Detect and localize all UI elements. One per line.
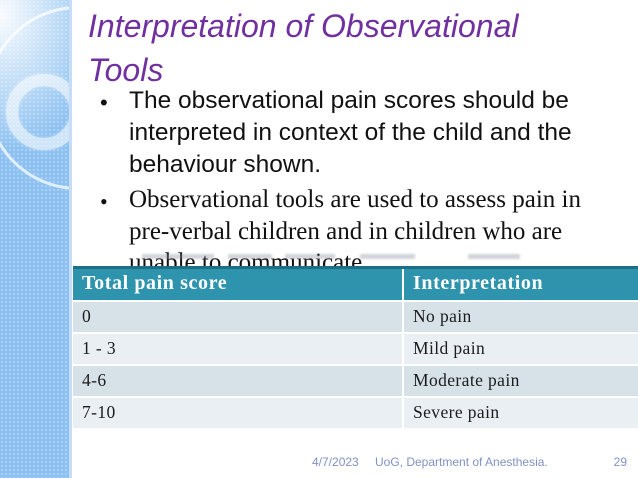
- faint-text-artifact: [360, 254, 415, 259]
- bullet-item-2: • Observational tools are used to assess…: [100, 184, 605, 279]
- table-header-interpretation: Interpretation: [413, 272, 544, 294]
- bullet-marker: •: [100, 90, 108, 115]
- decorative-ring: [6, 74, 69, 150]
- bullet-marker: •: [100, 189, 108, 214]
- cell-score: 7-10: [73, 398, 404, 428]
- bullet-1-line-1: The observational pain scores should be: [129, 87, 569, 114]
- table-header-row: Total pain score Interpretation: [73, 266, 638, 300]
- bullet-list: • The observational pain scores should b…: [100, 85, 605, 279]
- cell-interpretation: Severe pain: [404, 398, 638, 428]
- decorative-sidebar: [0, 0, 72, 478]
- table-row: 1 - 3 Mild pain: [73, 334, 638, 364]
- cell-score: 4-6: [73, 366, 404, 396]
- faint-text-artifact: [468, 254, 520, 259]
- bullet-item-1: • The observational pain scores should b…: [100, 85, 605, 181]
- table-row: 4-6 Moderate pain: [73, 366, 638, 396]
- bullet-1-line-2: interpreted in context of the child and …: [129, 119, 572, 146]
- faint-text-artifact: [285, 254, 335, 259]
- cell-interpretation: Moderate pain: [404, 366, 638, 396]
- cell-interpretation: No pain: [404, 302, 638, 332]
- slide-title: Interpretation of Observational Tools: [88, 4, 633, 92]
- pain-score-table: Total pain score Interpretation 0 No pai…: [73, 266, 638, 430]
- bullet-text: The observational pain scores should be …: [129, 85, 572, 181]
- table-row: 0 No pain: [73, 302, 638, 332]
- table-row: 7-10 Severe pain: [73, 398, 638, 428]
- footer-credit: UoG, Department of Anesthesia.: [375, 455, 548, 469]
- bullet-1-line-3: behaviour shown.: [129, 151, 322, 178]
- bullet-2-line-1: Observational tools are used to assess p…: [129, 186, 581, 213]
- footer-date: 4/7/2023: [312, 455, 359, 469]
- slide-title-line-2: Tools: [88, 52, 164, 88]
- table-header-total-pain-score: Total pain score: [73, 269, 404, 300]
- slide-title-line-1: Interpretation of Observational: [88, 8, 519, 44]
- cell-score: 0: [73, 302, 404, 332]
- bullet-text: Observational tools are used to assess p…: [129, 184, 581, 279]
- faint-text-artifact: [142, 254, 214, 259]
- cell-score: 1 - 3: [73, 334, 404, 364]
- slide-number: 29: [613, 455, 627, 469]
- cell-interpretation: Mild pain: [404, 334, 638, 364]
- faint-text-artifact: [228, 254, 272, 259]
- bullet-2-line-2: pre-verbal children and in children who …: [129, 217, 563, 245]
